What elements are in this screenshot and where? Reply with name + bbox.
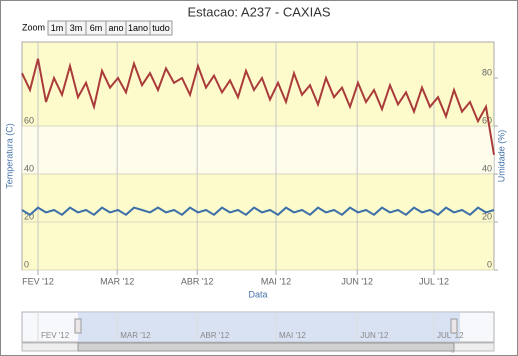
chart-title: Estacao: A237 - CAXIAS — [187, 4, 330, 19]
x-tick-label: JUN '12 — [341, 276, 373, 286]
range-button-label[interactable]: 6m — [90, 23, 103, 33]
y2-tick-label: 40 — [482, 163, 492, 173]
y-axis-title: Temperatura (C) — [4, 123, 14, 189]
y2-tick-label: 20 — [482, 211, 492, 221]
navigator-tick-label: JUN '12 — [360, 331, 389, 340]
range-button-label[interactable]: 1ano — [128, 23, 148, 33]
navigator-handle[interactable] — [450, 318, 458, 334]
y-tick-label: 40 — [24, 163, 34, 173]
y-tick-label: 0 — [24, 259, 29, 269]
navigator-tick-label: MAI '12 — [279, 331, 306, 340]
series-line — [21, 58, 495, 155]
zoom-label: Zoom — [22, 22, 45, 32]
x-tick-label: MAR '12 — [100, 276, 134, 286]
y2-axis-title: Umidade (%) — [496, 130, 506, 183]
range-button-label[interactable]: ano — [108, 23, 123, 33]
x-tick-label: ABR '12 — [181, 276, 214, 286]
navigator-handle[interactable] — [74, 318, 82, 334]
y-tick-label: 60 — [24, 115, 34, 125]
y-tick-label: 20 — [24, 211, 34, 221]
y2-tick-label: 80 — [482, 67, 492, 77]
x-tick-label: MAI '12 — [261, 276, 291, 286]
x-axis-title: Data — [248, 289, 267, 299]
navigator-tick-label: MAR '12 — [120, 331, 151, 340]
scrollbar-thumb[interactable] — [77, 342, 455, 352]
range-button-label[interactable]: 3m — [70, 23, 83, 33]
plot-band — [22, 126, 494, 174]
x-tick-label: FEV '12 — [22, 276, 54, 286]
y2-tick-label: 60 — [482, 115, 492, 125]
navigator-tick-label: ABR '12 — [200, 331, 230, 340]
range-button-label[interactable]: 1m — [51, 23, 64, 33]
series-line — [21, 206, 495, 217]
navigator-tick-label: JUL '12 — [437, 331, 464, 340]
x-tick-label: JUL '12 — [419, 276, 449, 286]
range-button-label[interactable]: tudo — [152, 23, 170, 33]
navigator-selection[interactable] — [78, 312, 460, 342]
y2-tick-label: 0 — [487, 259, 492, 269]
range-button[interactable] — [149, 20, 173, 36]
navigator-tick-label: FEV '12 — [41, 331, 70, 340]
